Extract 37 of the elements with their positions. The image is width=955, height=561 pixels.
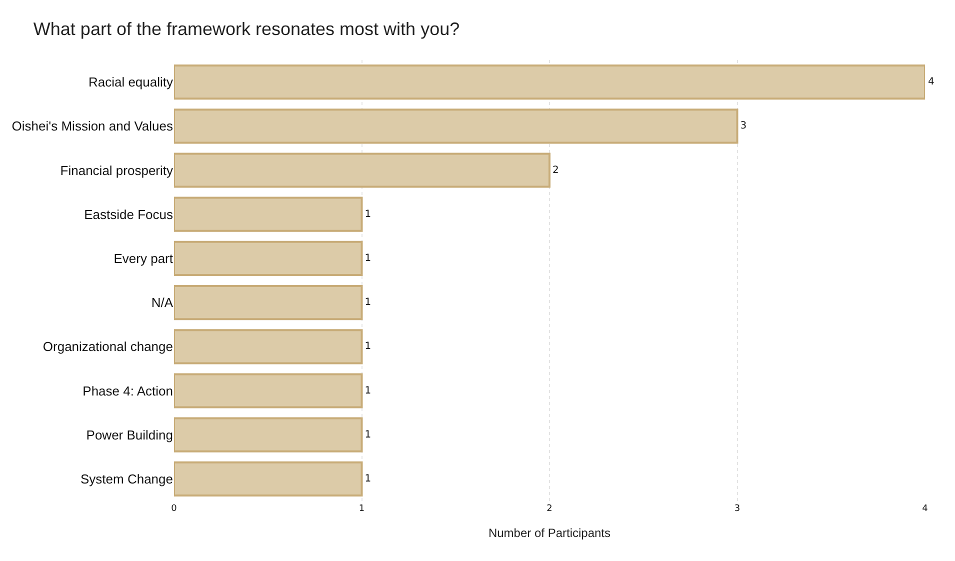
y-tick-label: Phase 4: Action	[82, 383, 173, 398]
chart-title: What part of the framework resonates most with you?	[33, 19, 460, 40]
bar	[174, 285, 363, 320]
bar	[174, 417, 363, 452]
data-label: 1	[364, 252, 372, 264]
bar	[174, 329, 363, 364]
y-tick-label: N/A	[151, 295, 174, 310]
bar	[174, 108, 738, 144]
bar	[174, 196, 363, 232]
bar	[174, 152, 550, 188]
bar	[174, 373, 363, 408]
x-tick-label: 3	[734, 504, 740, 514]
x-axis-title: Number of Participants	[488, 526, 611, 540]
data-label: 1	[364, 385, 372, 396]
x-tick-label: 2	[546, 504, 552, 514]
data-label: 1	[364, 341, 372, 352]
y-tick-label: System Change	[80, 472, 173, 486]
data-label: 3	[740, 120, 747, 132]
y-tick-label: Organizational change	[42, 339, 173, 354]
x-tick-label: 4	[922, 504, 928, 514]
y-tick-label: Racial equality	[88, 74, 174, 90]
data-label: 1	[364, 473, 372, 484]
data-label: 4	[928, 76, 934, 88]
data-label: 1	[364, 429, 372, 440]
bar	[174, 461, 363, 496]
data-label: 2	[552, 164, 559, 176]
y-tick-label: Oishei's Mission and Values	[12, 118, 174, 134]
y-tick-label: Financial prosperity	[60, 162, 174, 178]
data-label: 1	[364, 297, 372, 308]
bar	[174, 240, 363, 276]
x-tick-label: 1	[358, 504, 365, 514]
y-tick-label: Power Building	[86, 427, 173, 442]
y-tick-label: Every part	[114, 251, 174, 266]
y-tick-label: Eastside Focus	[84, 206, 174, 222]
x-tick-label: 0	[171, 504, 178, 514]
data-label: 1	[364, 208, 372, 220]
bar	[174, 64, 925, 100]
